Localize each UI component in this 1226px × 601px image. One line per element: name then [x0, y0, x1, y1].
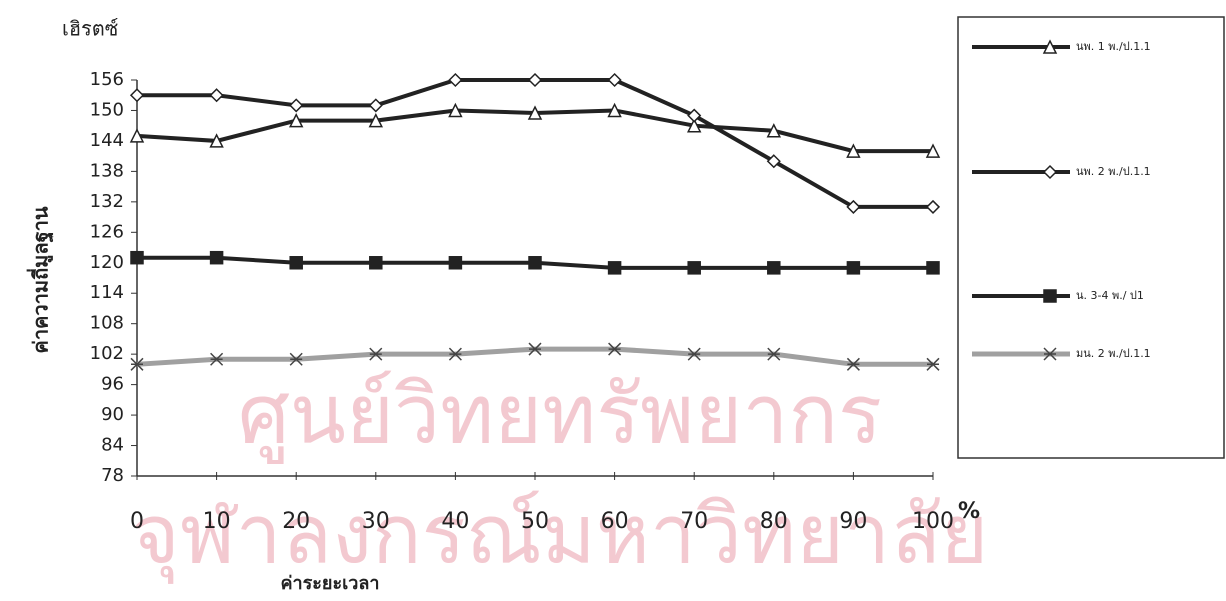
marker: [1043, 289, 1057, 303]
marker: [209, 88, 224, 103]
marker: [1042, 39, 1058, 54]
y-tick-label: 150: [90, 99, 124, 120]
marker: [210, 352, 224, 366]
legend-label: นพ. 1 พ./ป.1.1: [1076, 40, 1151, 53]
marker: [528, 256, 542, 270]
marker: [687, 261, 701, 275]
legend-box: [957, 16, 1225, 459]
marker: [846, 199, 861, 214]
x-unit: %: [958, 499, 980, 524]
marker: [607, 102, 622, 118]
marker: [527, 72, 543, 88]
x-tick-label: 50: [521, 509, 549, 534]
marker: [130, 250, 144, 265]
x-tick-label: 30: [362, 509, 390, 534]
marker: [767, 347, 781, 361]
marker: [527, 105, 543, 120]
marker: [288, 112, 304, 128]
y-tick-label: 78: [101, 465, 124, 486]
legend-label: น. 3-4 พ./ ป1: [1076, 289, 1144, 302]
marker: [448, 72, 463, 88]
marker: [767, 261, 781, 275]
legend-label: มน. 2 พ./ป.1.1: [1076, 347, 1151, 360]
x-tick-label: 0: [130, 509, 144, 534]
x-tick-label: 40: [441, 509, 469, 534]
y-tick-label: 96: [101, 374, 124, 395]
y-tick-label: 108: [90, 313, 124, 334]
y-tick-label: 120: [90, 252, 124, 273]
marker: [528, 342, 542, 356]
marker: [368, 112, 384, 128]
marker: [686, 118, 702, 133]
y-tick-label: 132: [90, 191, 124, 212]
marker: [289, 352, 303, 366]
marker: [608, 342, 622, 356]
series-line: [136, 346, 933, 367]
y-tick-label: 156: [90, 69, 124, 90]
marker: [448, 256, 463, 270]
marker: [846, 261, 861, 275]
marker: [846, 357, 860, 371]
marker: [687, 347, 701, 361]
marker: [925, 199, 941, 214]
marker: [926, 261, 940, 275]
watermark-text: จุฬาลงกรณ์มหาวิทยาลัย: [132, 487, 989, 584]
marker: [289, 98, 304, 113]
x-tick-label: 10: [203, 509, 231, 534]
marker: [766, 154, 781, 169]
marker: [846, 143, 861, 158]
y-axis-title: ค่าความถี่มูลฐาน: [26, 206, 55, 353]
marker: [129, 88, 145, 103]
marker: [130, 357, 144, 371]
marker: [448, 102, 463, 118]
marker: [687, 108, 702, 123]
marker: [129, 128, 145, 143]
y-tick-label: 102: [90, 343, 124, 364]
marker: [1043, 347, 1057, 361]
marker: [368, 98, 383, 113]
series-line: [137, 78, 933, 209]
x-tick-label: 70: [680, 509, 708, 534]
y-tick-label: 90: [101, 404, 124, 425]
x-tick-label: 80: [760, 509, 788, 534]
marker: [289, 256, 303, 270]
marker: [607, 72, 622, 88]
x-tick-label: 60: [601, 509, 629, 534]
marker: [369, 347, 383, 361]
x-axis-title: ค่าระยะเวลา: [280, 573, 379, 594]
marker: [209, 250, 224, 265]
x-tick-label: 90: [839, 509, 867, 534]
marker: [209, 133, 224, 148]
y-tick-label: 138: [90, 160, 124, 181]
marker: [926, 357, 940, 371]
y-tick-label: 126: [90, 221, 124, 242]
watermark-text: ศูนย์วิทยทรัพยากร: [238, 367, 882, 463]
marker: [607, 261, 622, 275]
y-tick-label: 144: [90, 130, 124, 151]
marker: [369, 256, 383, 270]
x-tick-label: 100: [912, 509, 954, 534]
y-tick-label: 84: [101, 435, 124, 456]
marker: [766, 123, 782, 138]
y-unit: เฮิรตซ์: [62, 17, 118, 41]
marker: [448, 347, 462, 361]
marker: [1042, 164, 1058, 180]
marker: [925, 143, 941, 158]
legend-label: นพ. 2 พ./ป.1.1: [1076, 165, 1151, 178]
y-tick-label: 114: [90, 282, 124, 303]
x-tick-label: 20: [282, 509, 310, 534]
